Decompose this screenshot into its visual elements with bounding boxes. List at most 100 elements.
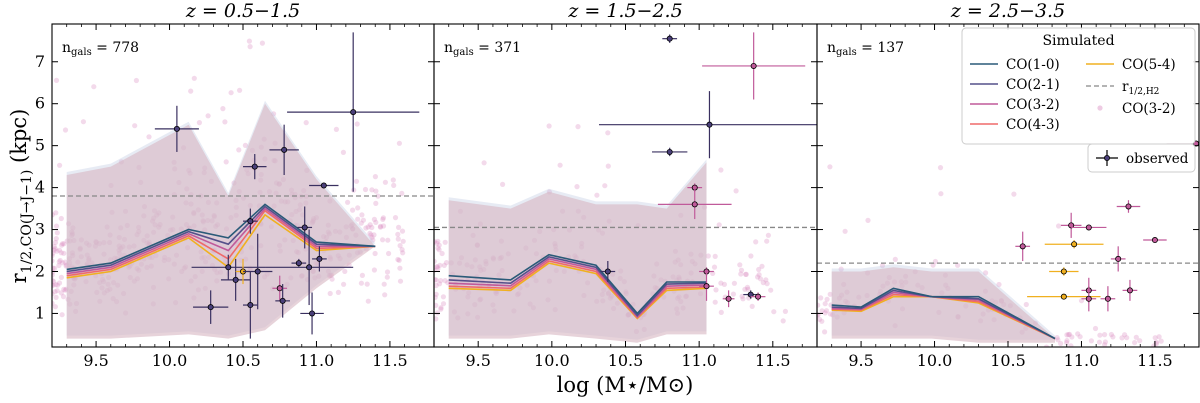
- legend: Simulated CO(1-0) CO(2-1) CO(3-2) CO(4-3) CO(…: [961, 27, 1196, 173]
- scatter-point: [52, 282, 55, 288]
- scatter-point: [373, 200, 379, 206]
- scatter-point: [371, 232, 377, 238]
- scatter-point: [369, 224, 375, 231]
- x-tick-label: 10.5: [990, 351, 1026, 370]
- scatter-point: [438, 306, 444, 312]
- scatter-point: [400, 250, 406, 256]
- scatter-point: [399, 228, 406, 234]
- scatter-point: [436, 247, 442, 253]
- scatter-point: [368, 232, 374, 238]
- scatter-point: [354, 121, 360, 127]
- observed-point: [243, 233, 273, 310]
- scatter-point: [822, 310, 828, 316]
- panel-title: z = 2.5−3.5: [950, 0, 1065, 22]
- observed-point: [243, 271, 258, 339]
- scatter-point: [52, 250, 56, 256]
- scatter-point: [1068, 343, 1074, 347]
- legend-item-scatter: CO(3-2): [1122, 101, 1176, 117]
- scatter-point: [377, 223, 384, 229]
- observed-point: [743, 290, 759, 299]
- scatter-point: [53, 77, 60, 83]
- series-line-co1-0: [831, 287, 1056, 340]
- scatter-point: [57, 162, 63, 168]
- scatter-point: [441, 262, 447, 268]
- scatter-point: [1133, 334, 1139, 340]
- observed-point: [1044, 240, 1104, 249]
- observed-point: [309, 182, 339, 189]
- scatter-point: [399, 190, 405, 196]
- scatter-point: [1152, 335, 1158, 341]
- scatter-point: [362, 186, 369, 193]
- scatter-point: [1075, 331, 1081, 337]
- scatter-point: [822, 301, 828, 307]
- scatter-point: [1102, 332, 1108, 338]
- scatter-point: [303, 120, 309, 126]
- scatter-point: [737, 262, 743, 268]
- scatter-point: [1064, 338, 1070, 344]
- observed-point: [1071, 224, 1107, 231]
- y-tick-label: 6: [35, 94, 45, 113]
- observed-point: [265, 229, 354, 306]
- scatter-point: [575, 124, 581, 130]
- scatter-point: [434, 240, 440, 246]
- scatter-point: [749, 303, 755, 309]
- scatter-point: [61, 250, 67, 256]
- scatter-point: [342, 268, 348, 274]
- legend-item: CO(3-2): [1006, 97, 1060, 113]
- scatter-point: [827, 164, 833, 170]
- scatter-point: [434, 282, 439, 289]
- scatter-point: [937, 165, 944, 171]
- scatter-point: [355, 205, 361, 211]
- simulated-band: [66, 103, 376, 339]
- scatter-point: [52, 212, 55, 218]
- observed-point: [1110, 246, 1126, 272]
- scatter-point: [1092, 325, 1099, 332]
- scatter-point: [367, 230, 373, 236]
- scatter-point: [341, 281, 347, 287]
- scatter-point: [370, 237, 376, 243]
- scatter-point: [91, 84, 97, 90]
- scatter-point: [865, 217, 871, 223]
- x-tick-label: 11.5: [372, 351, 408, 370]
- panel-title: z = 0.5−1.5: [185, 0, 300, 22]
- series-line-co2-1: [448, 255, 707, 317]
- scatter-point: [434, 264, 440, 270]
- observed-point: [191, 254, 266, 280]
- scatter-point: [188, 88, 194, 94]
- scatter-point: [763, 277, 769, 283]
- scatter-point: [53, 210, 59, 216]
- scatter-point: [365, 224, 371, 230]
- series-line-co1-0: [448, 253, 707, 315]
- scatter-point: [228, 90, 234, 96]
- panel-2: 9.5 10.0 10.5 11.0 11.5 z = 1.5−2.5 ngals = 37…: [433, 0, 818, 370]
- x-tick-label: 11.0: [681, 351, 717, 370]
- observed-point: [600, 261, 616, 282]
- scatter-point: [817, 316, 823, 322]
- scatter-point: [247, 44, 253, 50]
- scatter-point: [745, 286, 751, 292]
- scatter-point: [52, 269, 56, 275]
- scatter-point: [53, 223, 60, 229]
- scatter-point: [381, 281, 387, 287]
- scatter-point: [434, 310, 441, 316]
- observed-point: [1060, 212, 1082, 238]
- legend-item: CO(2-1): [1006, 77, 1060, 93]
- scatter-point: [56, 247, 63, 253]
- scatter-point: [58, 274, 64, 280]
- scatter-point: [932, 258, 939, 265]
- scatter-point: [359, 212, 365, 218]
- scatter-point: [205, 113, 211, 119]
- y-tick-label: 7: [35, 52, 45, 71]
- legend-item-rh2: r1/2,H2: [1122, 79, 1159, 97]
- observed-point: [1122, 279, 1138, 301]
- scatter-point: [358, 220, 364, 226]
- scatter-point: [1119, 335, 1125, 341]
- scatter-point: [1043, 344, 1050, 347]
- scatter-point: [827, 291, 833, 297]
- scatter-point: [819, 308, 825, 314]
- scatter-point: [1056, 223, 1062, 229]
- scatter-point: [594, 192, 600, 198]
- x-tick-label: 11.0: [1064, 351, 1100, 370]
- scatter-point: [386, 250, 392, 257]
